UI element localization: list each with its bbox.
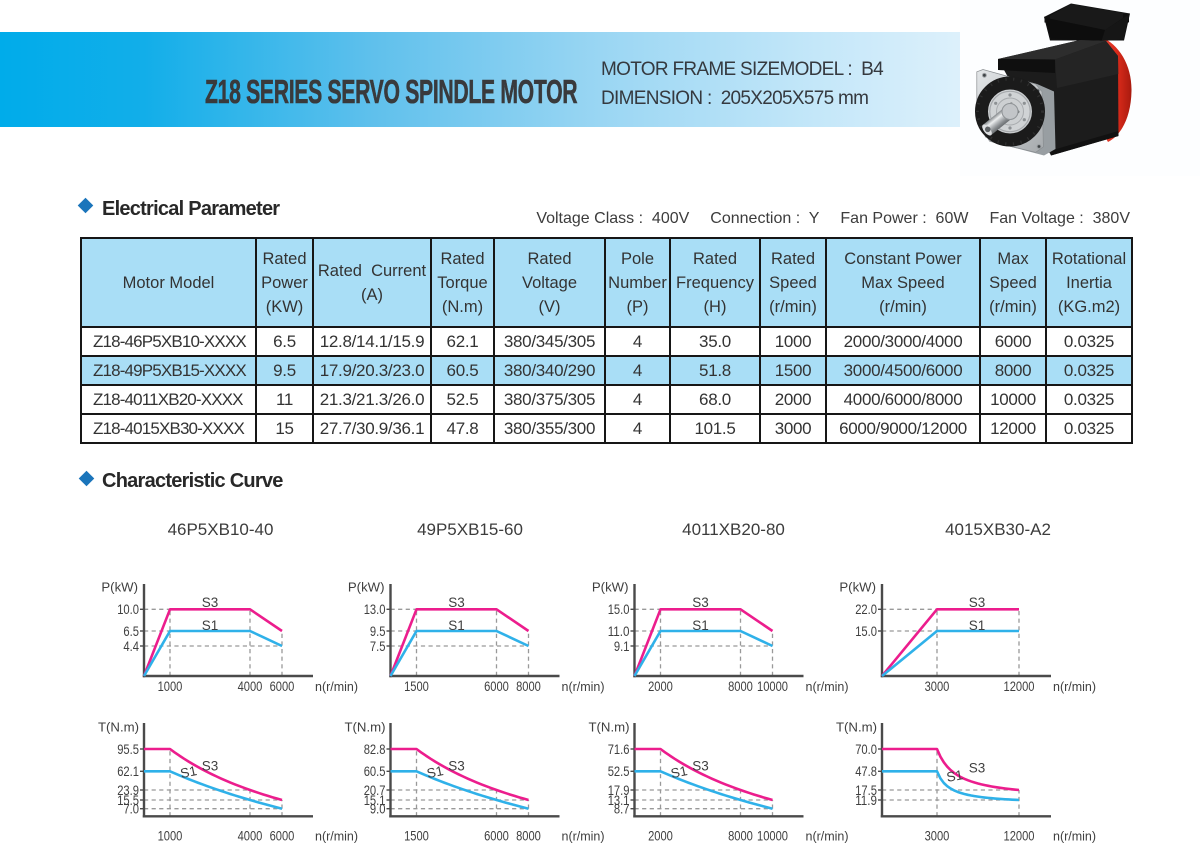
svg-text:n(r/min): n(r/min) (315, 829, 358, 844)
svg-text:10000: 10000 (757, 829, 788, 844)
svg-text:S1: S1 (969, 618, 986, 633)
svg-text:S1: S1 (202, 618, 219, 633)
svg-text:71.6: 71.6 (608, 742, 630, 757)
svg-text:10.0: 10.0 (117, 602, 139, 617)
svg-text:S3: S3 (969, 595, 986, 610)
svg-text:22.0: 22.0 (855, 602, 877, 617)
svg-text:8000: 8000 (516, 679, 541, 694)
svg-text:S1: S1 (692, 618, 709, 633)
svg-text:S1: S1 (669, 763, 688, 781)
svg-text:6000: 6000 (270, 679, 295, 694)
svg-text:S3: S3 (202, 595, 219, 610)
svg-text:2000: 2000 (648, 679, 673, 694)
svg-text:P(kW): P(kW) (592, 580, 629, 595)
svg-text:13.0: 13.0 (364, 602, 386, 617)
svg-text:6000: 6000 (270, 829, 295, 844)
svg-text:60.5: 60.5 (364, 764, 386, 779)
svg-text:T(N.m): T(N.m) (588, 720, 629, 735)
svg-text:1500: 1500 (404, 679, 429, 694)
svg-text:1000: 1000 (158, 679, 183, 694)
svg-text:52.5: 52.5 (608, 764, 630, 779)
svg-text:4000: 4000 (238, 679, 263, 694)
svg-text:7.0: 7.0 (123, 802, 139, 817)
svg-text:62.1: 62.1 (117, 764, 139, 779)
svg-text:S1: S1 (179, 763, 198, 781)
svg-text:P(kW): P(kW) (101, 580, 138, 595)
svg-text:20.7: 20.7 (364, 783, 386, 798)
svg-text:8000: 8000 (728, 679, 753, 694)
svg-text:S3: S3 (692, 595, 709, 610)
svg-text:47.8: 47.8 (855, 764, 877, 779)
svg-text:17.5: 17.5 (855, 783, 877, 798)
svg-text:n(r/min): n(r/min) (1053, 679, 1096, 694)
svg-text:10000: 10000 (757, 679, 788, 694)
svg-text:13.1: 13.1 (608, 793, 630, 808)
svg-text:11.0: 11.0 (608, 624, 630, 639)
svg-text:15.5: 15.5 (117, 793, 139, 808)
svg-text:S3: S3 (448, 759, 465, 774)
svg-text:S3: S3 (969, 761, 986, 776)
svg-text:P(kW): P(kW) (839, 580, 876, 595)
svg-text:9.0: 9.0 (370, 802, 386, 817)
svg-text:n(r/min): n(r/min) (806, 679, 849, 694)
svg-text:n(r/min): n(r/min) (562, 829, 605, 844)
svg-text:S3: S3 (202, 759, 219, 774)
svg-text:P(kW): P(kW) (348, 580, 385, 595)
svg-text:n(r/min): n(r/min) (315, 679, 358, 694)
svg-text:12000: 12000 (1004, 679, 1035, 694)
svg-text:8000: 8000 (728, 829, 753, 844)
svg-text:4.4: 4.4 (123, 639, 139, 654)
svg-text:S1: S1 (945, 767, 964, 785)
svg-text:70.0: 70.0 (855, 742, 877, 757)
svg-text:n(r/min): n(r/min) (1053, 829, 1096, 844)
svg-text:9.1: 9.1 (614, 639, 630, 654)
svg-text:17.9: 17.9 (608, 783, 630, 798)
svg-text:6000: 6000 (484, 829, 509, 844)
svg-text:1500: 1500 (404, 829, 429, 844)
svg-text:2000: 2000 (648, 829, 673, 844)
svg-text:82.8: 82.8 (364, 742, 386, 757)
svg-text:6.5: 6.5 (123, 624, 139, 639)
svg-text:8.7: 8.7 (614, 802, 630, 817)
svg-text:n(r/min): n(r/min) (562, 679, 605, 694)
svg-text:S1: S1 (425, 763, 444, 781)
svg-text:8000: 8000 (516, 829, 541, 844)
svg-text:1000: 1000 (158, 829, 183, 844)
svg-text:3000: 3000 (925, 679, 950, 694)
svg-text:95.5: 95.5 (117, 742, 139, 757)
svg-text:n(r/min): n(r/min) (806, 829, 849, 844)
svg-text:15.0: 15.0 (608, 602, 630, 617)
svg-text:15.1: 15.1 (364, 793, 386, 808)
svg-text:7.5: 7.5 (370, 639, 386, 654)
svg-text:S1: S1 (448, 618, 465, 633)
svg-text:6000: 6000 (484, 679, 509, 694)
svg-text:9.5: 9.5 (370, 624, 386, 639)
svg-text:T(N.m): T(N.m) (836, 720, 877, 735)
svg-text:S3: S3 (692, 759, 709, 774)
svg-text:S3: S3 (448, 595, 465, 610)
svg-text:3000: 3000 (925, 829, 950, 844)
svg-text:T(N.m): T(N.m) (98, 720, 139, 735)
svg-text:T(N.m): T(N.m) (344, 720, 385, 735)
svg-text:12000: 12000 (1004, 829, 1035, 844)
svg-text:23.9: 23.9 (117, 783, 139, 798)
svg-text:11.9: 11.9 (855, 793, 877, 808)
svg-text:4000: 4000 (238, 829, 263, 844)
svg-text:15.0: 15.0 (855, 624, 877, 639)
